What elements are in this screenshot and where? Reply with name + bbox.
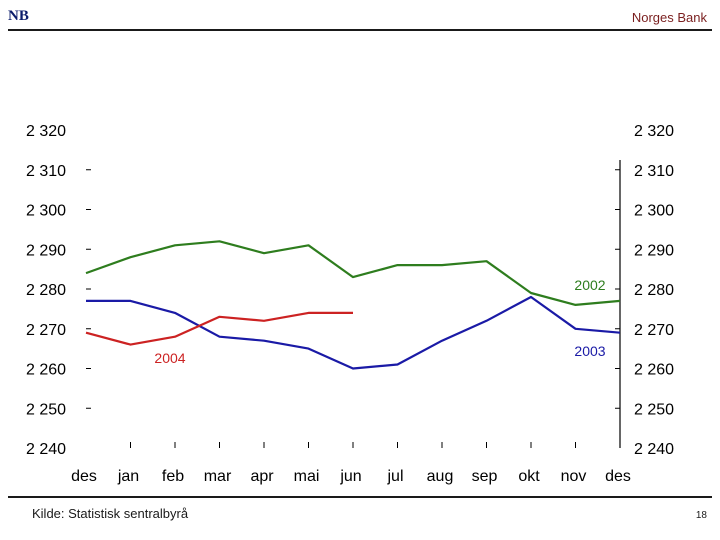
left-y-tick-label: 2 310 [26, 163, 66, 180]
x-tick-label: mai [294, 468, 320, 485]
right-y-tick-label: 2 250 [634, 401, 674, 418]
top-divider [8, 29, 712, 31]
right-y-tick-label: 2 310 [634, 163, 674, 180]
left-y-tick-label: 2 300 [26, 203, 66, 220]
right-y-tick-label: 2 290 [634, 242, 674, 259]
right-y-tick-label: 2 270 [634, 322, 674, 339]
norges-bank-logo: NB [8, 8, 29, 24]
x-tick-label: aug [427, 468, 454, 485]
series-line-2004 [85, 311, 353, 346]
x-tick-label: des [71, 468, 97, 485]
bank-name: Norges Bank [631, 10, 707, 25]
left-y-tick-label: 2 240 [26, 441, 66, 458]
x-tick-label: okt [518, 468, 540, 485]
x-tick-label: feb [162, 468, 184, 485]
x-tick-label: jan [117, 468, 139, 485]
series-line-2002 [85, 240, 621, 306]
bottom-divider [8, 496, 712, 498]
page-number: 18 [695, 510, 707, 521]
left-y-tick-label: 2 320 [26, 123, 66, 140]
right-y-tick-label: 2 240 [634, 441, 674, 458]
left-y-tick-label: 2 250 [26, 401, 66, 418]
right-y-tick-label: 2 280 [634, 282, 674, 299]
series-label-2003: 2003 [574, 343, 605, 359]
left-y-tick-label: 2 270 [26, 322, 66, 339]
source-note: Kilde: Statistisk sentralbyrå [32, 506, 189, 521]
right-y-tick-label: 2 300 [634, 203, 674, 220]
x-tick-label: mar [204, 468, 232, 485]
left-y-tick-label: 2 290 [26, 242, 66, 259]
series-line-2003 [86, 295, 621, 370]
series-label-2004: 2004 [154, 350, 185, 366]
x-tick-label: nov [561, 468, 587, 485]
x-tick-label: des [605, 468, 631, 485]
right-y-tick-label: 2 320 [634, 123, 674, 140]
left-y-tick-label: 2 280 [26, 282, 66, 299]
left-y-tick-label: 2 260 [26, 362, 66, 379]
x-tick-label: apr [250, 468, 274, 485]
x-tick-label: jun [339, 468, 361, 485]
x-tick-label: sep [472, 468, 498, 485]
right-y-tick-label: 2 260 [634, 362, 674, 379]
series-label-2002: 2002 [574, 277, 605, 293]
x-tick-label: jul [386, 468, 403, 485]
